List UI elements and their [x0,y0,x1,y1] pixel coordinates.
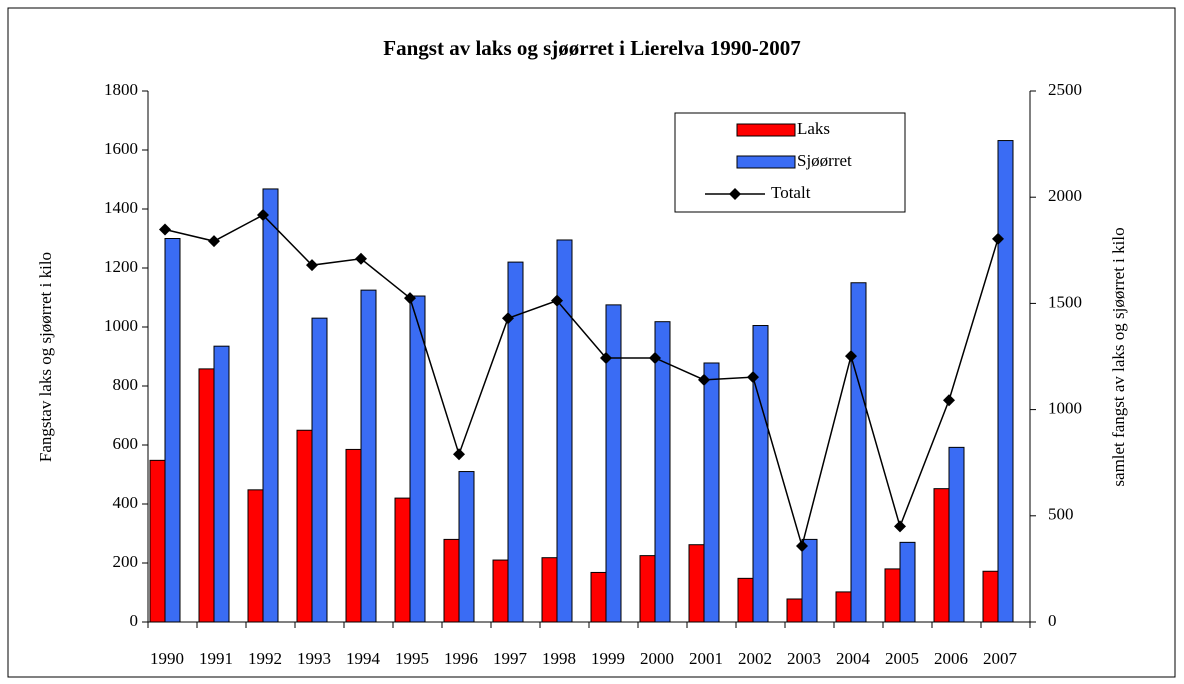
y-tick-label: 400 [113,493,139,512]
x-tick-label: 2001 [689,649,723,668]
legend-label: Sjøørret [797,151,852,170]
bar [605,304,622,623]
bar [262,188,279,623]
y2-tick-label: 1500 [1048,292,1082,311]
bar [198,368,215,623]
x-tick-label: 1990 [150,649,184,668]
y-tick-label: 1400 [104,198,138,217]
marker [306,259,318,272]
bar [997,140,1014,623]
bar [590,571,607,623]
x-tick-label: 1999 [591,649,625,668]
y2-tick-label: 2500 [1048,80,1082,99]
bar [492,559,509,623]
marker [502,312,514,325]
x-tick-label: 1991 [199,649,233,668]
line [164,214,999,549]
x-tick-label: 1995 [395,649,429,668]
bar [703,362,720,623]
chart-title: Fangst av laks og sjøørret i Lierelva 19… [383,36,800,60]
y-tick-label: 800 [113,375,139,394]
bar [458,471,475,623]
marker [894,520,906,533]
marker [698,373,710,386]
bar [409,295,426,623]
bar [654,321,671,623]
x-tick-label: 1993 [297,649,331,668]
bar [247,489,264,623]
x-tick-label: 1996 [444,649,478,668]
bar [345,448,362,623]
y-tick-label: 600 [113,434,139,453]
x-tick-label: 1997 [493,649,528,668]
marker [747,371,759,384]
bar [982,570,999,623]
x-tick-label: 2005 [885,649,919,668]
bar [296,429,313,623]
marker [551,294,563,307]
bar [801,538,818,623]
bar [507,261,524,623]
y-axis-label: Fangstav laks og sjøørret i kilo [36,252,55,462]
bar [899,541,916,623]
x-tick-label: 2003 [787,649,821,668]
y2-tick-label: 2000 [1048,186,1082,205]
marker [208,235,220,248]
bar [639,555,656,623]
marker [404,292,416,305]
marker [845,350,857,363]
y2-tick-label: 500 [1048,505,1074,524]
legend-label: Laks [797,119,830,138]
x-tick-label: 2002 [738,649,772,668]
legend-swatch [736,123,796,137]
y-tick-label: 1200 [104,257,138,276]
x-tick-label: 2007 [983,649,1018,668]
legend-swatch [736,155,796,169]
y-tick-label: 1000 [104,316,138,335]
x-tick-label: 1992 [248,649,282,668]
y-tick-label: 0 [130,611,139,630]
bar [213,345,230,623]
bar [360,289,377,623]
x-tick-label: 2004 [836,649,871,668]
y-tick-label: 1600 [104,139,138,158]
y2-axis-label: samlet fangst av laks og sjøørret i kilo [1109,227,1128,486]
bar [884,568,901,623]
bar [311,317,328,623]
bar [556,239,573,623]
bar [786,598,803,623]
marker [796,539,808,552]
bar [752,325,769,623]
x-tick-label: 2006 [934,649,968,668]
bar [541,557,558,623]
bar [933,488,950,623]
bar [948,446,965,623]
x-tick-label: 2000 [640,649,674,668]
marker [355,252,367,265]
bar [149,459,166,623]
y-tick-label: 1800 [104,80,138,99]
marker [159,223,171,236]
y-tick-label: 200 [113,552,139,571]
marker [453,448,465,461]
marker [649,351,661,364]
bar [835,591,852,623]
bar [850,282,867,623]
bar [688,544,705,623]
legend-label: Totalt [771,183,811,202]
marker [992,232,1004,245]
y2-tick-label: 0 [1048,611,1057,630]
marker [600,351,612,364]
x-tick-label: 1994 [346,649,381,668]
legend-marker [729,188,741,200]
bar [394,497,411,623]
x-tick-label: 1998 [542,649,576,668]
bar [443,538,460,623]
y2-tick-label: 1000 [1048,399,1082,418]
marker [943,394,955,407]
bar [737,577,754,623]
marker [257,209,269,222]
bar [164,238,181,623]
